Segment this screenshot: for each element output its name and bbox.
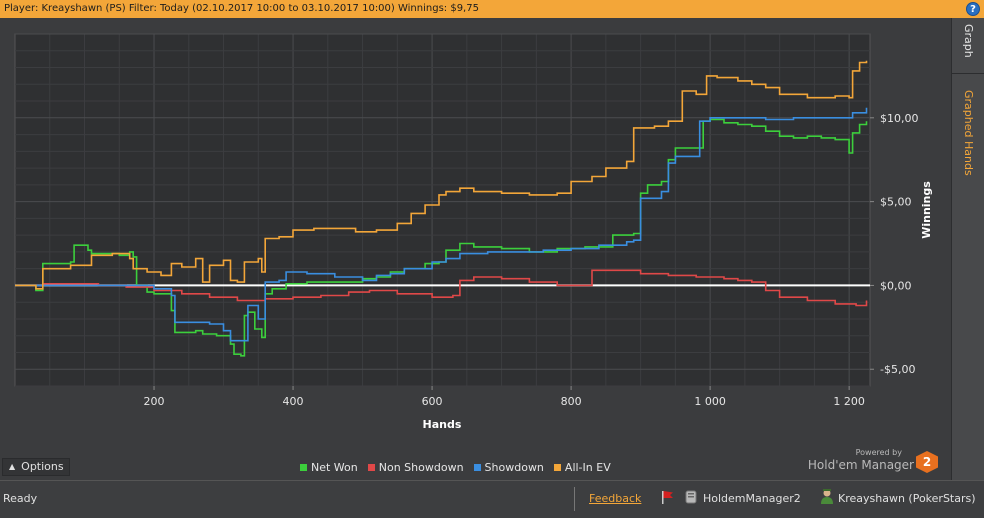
series-line-showdown	[15, 107, 868, 342]
y-axis-ticks: -$5,00 $0,00 $5,00 $10,00	[870, 112, 919, 376]
series-lines	[15, 60, 868, 357]
database-label[interactable]: HoldemManager2	[703, 492, 801, 505]
powered-by-text: Powered by	[855, 448, 902, 457]
player-label[interactable]: Kreayshawn (PokerStars)	[838, 492, 976, 505]
y-tick-label: $0,00	[880, 279, 912, 292]
legend-label: All-In EV	[564, 460, 611, 474]
powered-by-product: Hold'em Manager	[807, 458, 914, 472]
legend-item-all-in-ev[interactable]: All-In EV	[553, 460, 611, 474]
series-line-all-in-ev	[15, 60, 868, 290]
x-axis-label: Hands	[423, 418, 462, 431]
legend-item-non-showdown[interactable]: Non Showdown	[367, 460, 464, 474]
x-tick-label: 1 200	[833, 395, 865, 408]
legend-swatch	[367, 463, 375, 471]
legend-swatch	[553, 463, 561, 471]
status-separator	[574, 487, 575, 511]
filter-title-text: Player: Kreayshawn (PS) Filter: Today (0…	[4, 3, 479, 14]
options-button[interactable]: ▲ Options	[2, 458, 70, 476]
powered-by-block: Powered by Hold'em Manager 2	[808, 448, 942, 476]
status-bar: Ready Feedback HoldemManager2 Kreayshawn…	[0, 480, 984, 518]
grid-lines	[15, 33, 870, 387]
player-avatar-icon[interactable]	[819, 488, 835, 504]
legend-label: Non Showdown	[378, 460, 464, 474]
chart-legend: Net Won Non Showdown Showdown All-In EV	[300, 460, 611, 474]
x-tick-label: 200	[144, 395, 165, 408]
x-tick-label: 1 000	[694, 395, 726, 408]
options-label: Options	[21, 460, 64, 473]
legend-label: Net Won	[311, 460, 358, 474]
y-tick-label: -$5,00	[880, 363, 915, 376]
y-tick-label: $10,00	[880, 112, 919, 125]
graph-svg: 200 400 600 800 1 000 1 200 -$5,00 $0,00 $5,00 $…	[0, 18, 951, 480]
help-icon[interactable]: ?	[966, 2, 980, 16]
status-text: Ready	[3, 492, 38, 505]
tab-graph[interactable]: Graph	[952, 18, 984, 74]
legend-swatch	[473, 463, 481, 471]
legend-item-net-won[interactable]: Net Won	[300, 460, 358, 474]
side-tab-strip: Graph Graphed Hands	[951, 18, 984, 480]
legend-item-showdown[interactable]: Showdown	[473, 460, 544, 474]
x-tick-label: 800	[561, 395, 582, 408]
y-axis-label: Winnings	[920, 181, 933, 239]
series-line-non-showdown	[15, 269, 868, 307]
x-axis-ticks: 200 400 600 800 1 000 1 200	[144, 386, 865, 408]
tab-graphed-hands[interactable]: Graphed Hands	[962, 90, 975, 176]
plot-area	[14, 33, 871, 387]
legend-swatch	[300, 463, 307, 471]
red-flag-icon[interactable]	[660, 490, 674, 504]
x-tick-label: 400	[283, 395, 304, 408]
database-icon[interactable]	[684, 490, 698, 504]
chevron-up-icon: ▲	[9, 462, 16, 471]
y-tick-label: $5,00	[880, 196, 912, 209]
x-tick-label: 600	[422, 395, 443, 408]
feedback-link[interactable]: Feedback	[589, 492, 642, 505]
winnings-graph: 200 400 600 800 1 000 1 200 -$5,00 $0,00 $5,00 $…	[0, 18, 951, 480]
filter-title-bar: Player: Kreayshawn (PS) Filter: Today (0…	[0, 0, 984, 18]
legend-label: Showdown	[484, 460, 544, 474]
hm2-logo-icon: 2	[916, 451, 938, 473]
